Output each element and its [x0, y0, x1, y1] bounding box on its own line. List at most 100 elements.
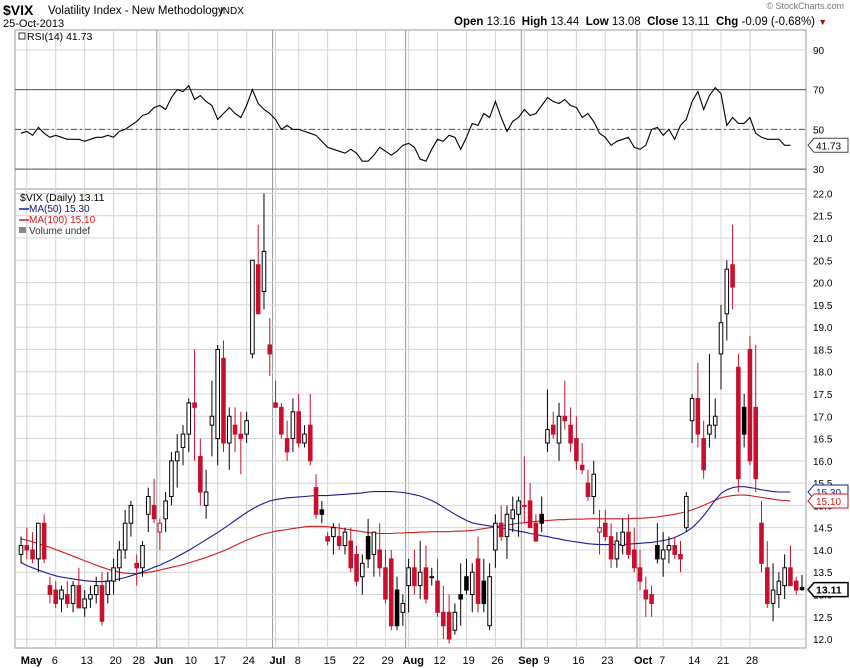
candle-body: [296, 411, 301, 444]
price-tick-label: 20.0: [813, 279, 833, 290]
open-value: 13.16: [486, 16, 516, 28]
candle-body: [603, 522, 608, 538]
high-value: 13.44: [550, 16, 580, 28]
candle-body: [637, 567, 643, 582]
x-tick-label: 23: [601, 655, 613, 667]
candle-body: [36, 522, 41, 560]
candle-body: [649, 594, 654, 604]
candle-body: [504, 513, 510, 538]
candle-body: [30, 549, 35, 560]
rsi-series: [20, 84, 791, 162]
last-close-tag: [807, 581, 849, 598]
candle-body: [53, 589, 59, 604]
candle-body: [707, 424, 712, 435]
candle-body: [464, 576, 469, 591]
candle-body: [655, 545, 660, 560]
price-tick-label: 21.5: [813, 212, 833, 223]
chg-label: Chg: [715, 16, 739, 28]
high-label: High: [521, 16, 548, 28]
candle-body: [244, 420, 249, 435]
price-tick-label: 19.0: [813, 323, 833, 334]
price-tick-label: 12.5: [813, 613, 833, 624]
x-tick-label: 28: [133, 655, 145, 667]
x-tick-label: 14: [688, 655, 700, 667]
candle-body: [788, 567, 793, 587]
candle-body: [695, 397, 701, 435]
rsi-legend-icon: [18, 32, 26, 40]
candle-body: [186, 402, 192, 435]
candle-body: [157, 522, 163, 533]
candle-body: [799, 586, 805, 591]
candle-body: [672, 545, 678, 555]
x-tick-label: 7: [659, 655, 665, 667]
candle-body: [608, 536, 614, 560]
candle-body: [377, 549, 382, 569]
ohlc-readout: Open 13.16 High 13.44 Low 13.08 Close 13…: [454, 16, 827, 28]
candle-body: [174, 451, 180, 462]
candle-body: [209, 415, 215, 426]
candle-body: [290, 411, 296, 440]
candle-body: [198, 455, 203, 493]
candle-body: [64, 594, 70, 604]
x-tick-label: 26: [491, 655, 503, 667]
candle-body: [284, 438, 290, 453]
candle-body: [660, 549, 666, 560]
candle-body: [406, 567, 411, 587]
price-legend-title: $VIX (Daily) 13.11: [20, 192, 105, 204]
candle-body: [614, 540, 620, 560]
candle-body: [510, 509, 516, 520]
candle-body: [151, 504, 157, 520]
exchange: INDX: [220, 6, 244, 17]
candle-body: [383, 567, 388, 600]
price-tick-label: 17.5: [813, 390, 833, 401]
rsi-value-tag: [807, 137, 849, 153]
candle-body: [342, 531, 348, 547]
x-tick-label: May: [21, 655, 43, 667]
candle-body: [41, 522, 47, 560]
candle-body: [718, 322, 724, 355]
candle-body: [336, 536, 342, 547]
candle-body: [163, 500, 168, 520]
candle-body: [423, 567, 429, 600]
x-tick-label: 28: [746, 655, 758, 667]
x-tick-label: 15: [324, 655, 336, 667]
candle-body: [666, 545, 672, 551]
candle-body: [539, 513, 544, 524]
close-value: 13.11: [681, 16, 710, 28]
candle-body: [279, 406, 284, 435]
candle-body: [388, 558, 394, 627]
candle-body: [776, 580, 782, 596]
x-tick-label: 8: [295, 655, 301, 667]
candle-body: [105, 580, 111, 596]
close-label: Close: [647, 16, 679, 28]
candle-body: [319, 509, 325, 515]
candle-body: [261, 250, 267, 292]
candle-body: [446, 611, 452, 640]
candle-body: [70, 585, 76, 604]
candle-body: [226, 415, 232, 444]
candle-body: [741, 406, 747, 435]
candle-body: [360, 562, 365, 578]
candle-body: [516, 500, 521, 515]
rsi-tick-label: 30: [813, 165, 825, 176]
candle-body: [527, 500, 533, 529]
candle-body: [417, 571, 423, 587]
candle-body: [550, 424, 556, 435]
low-value: 13.08: [611, 16, 641, 28]
brand-watermark: © StockCharts.com: [766, 1, 844, 11]
low-label: Low: [585, 16, 609, 28]
price-tick-label: 12.0: [813, 635, 833, 646]
candle-body: [724, 268, 730, 315]
candle-body: [429, 576, 435, 579]
candle-body: [458, 594, 463, 600]
candle-body: [626, 531, 631, 555]
candle-body: [522, 504, 527, 507]
candle-body: [412, 567, 417, 587]
candle-body: [331, 527, 336, 538]
candle-body: [469, 571, 475, 596]
candle-body: [643, 589, 649, 600]
candle-body: [273, 402, 278, 408]
candle-body: [579, 464, 585, 471]
x-tick-label: 21: [717, 655, 729, 667]
